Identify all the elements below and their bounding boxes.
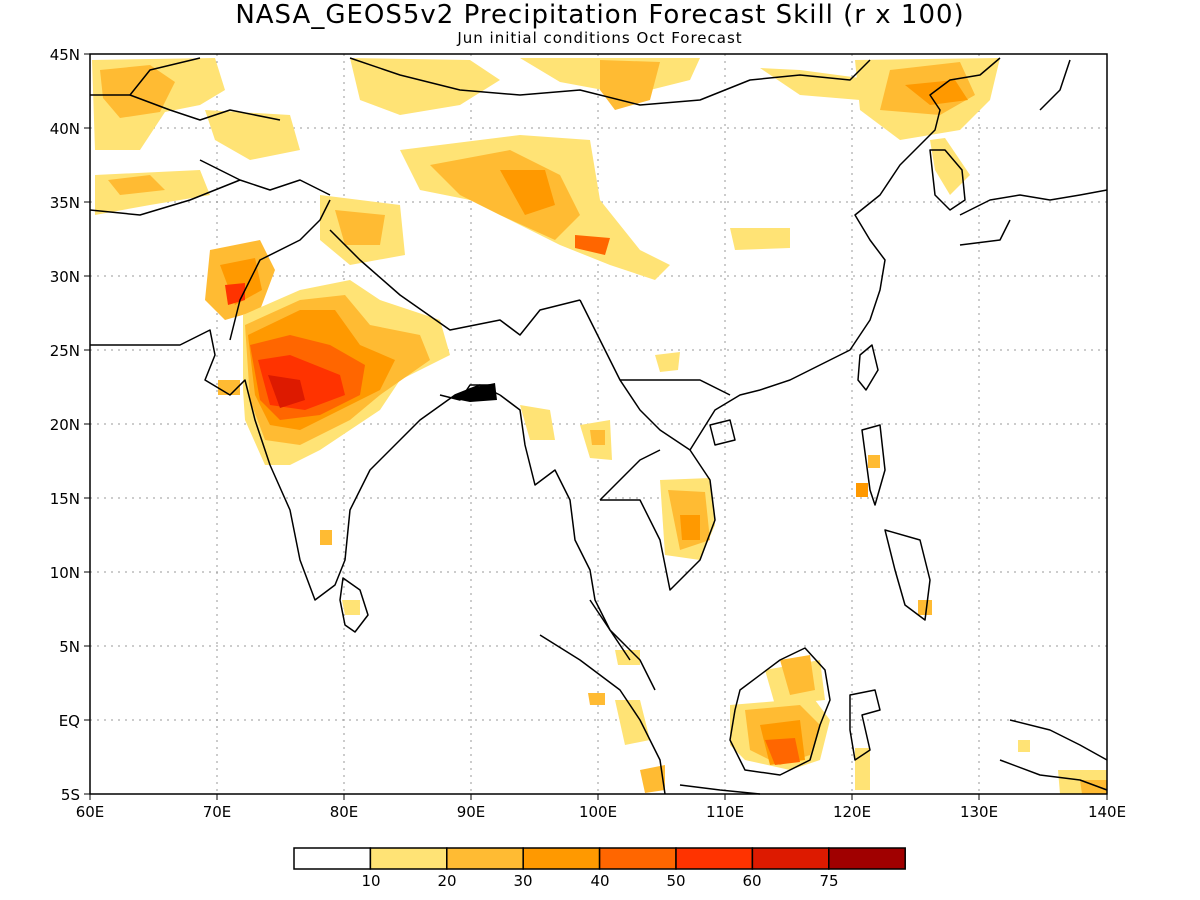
lon-label-90e: 90E [456,803,486,821]
colorbar-label-50: 50 [666,872,686,890]
colorbar-swatch [598,847,677,870]
colorbar-swatch [293,847,372,870]
colorbar-label-60: 60 [742,872,762,890]
colorbar-swatch [828,847,906,870]
lon-label-60e: 60E [75,803,105,821]
lon-label-120e: 120E [832,803,872,821]
colorbar-swatch [751,847,830,870]
colorbar-label-75: 75 [819,872,839,890]
lat-label-25n: 25N [49,342,80,360]
lat-label-5n: 5N [59,638,80,656]
lon-label-140e: 140E [1087,803,1127,821]
coastlines [89,57,1108,795]
colorbar-label-40: 40 [590,872,610,890]
colorbar-label-20: 20 [437,872,457,890]
lat-label-45n: 45N [49,46,80,64]
lon-label-80e: 80E [329,803,359,821]
lat-label-15n: 15N [49,490,80,508]
colorbar-swatch [675,847,754,870]
lat-label-eq: EQ [58,712,80,730]
lon-label-110e: 110E [705,803,745,821]
colorbar-swatch [522,847,601,870]
colorbar-swatch [369,847,448,870]
lat-label-10n: 10N [49,564,80,582]
lat-label-5s: 5S [60,786,80,804]
lat-label-20n: 20N [49,416,80,434]
axis-ticks [84,53,1108,800]
skill-shading [92,58,1107,794]
lat-label-40n: 40N [49,120,80,138]
lon-label-100e: 100E [578,803,618,821]
lon-label-70e: 70E [202,803,232,821]
map-subtitle: Jun initial conditions Oct Forecast [457,29,743,47]
lat-label-35n: 35N [49,194,80,212]
colorbar-label-30: 30 [513,872,533,890]
lon-label-130e: 130E [959,803,999,821]
bangladesh-coast [450,383,497,402]
lat-label-30n: 30N [49,268,80,286]
colorbar-swatch [446,847,524,870]
colorbar-label-10: 10 [361,872,381,890]
map-title: NASA_GEOS5v2 Precipitation Forecast Skil… [235,0,965,30]
colorbar-legend [293,847,906,870]
